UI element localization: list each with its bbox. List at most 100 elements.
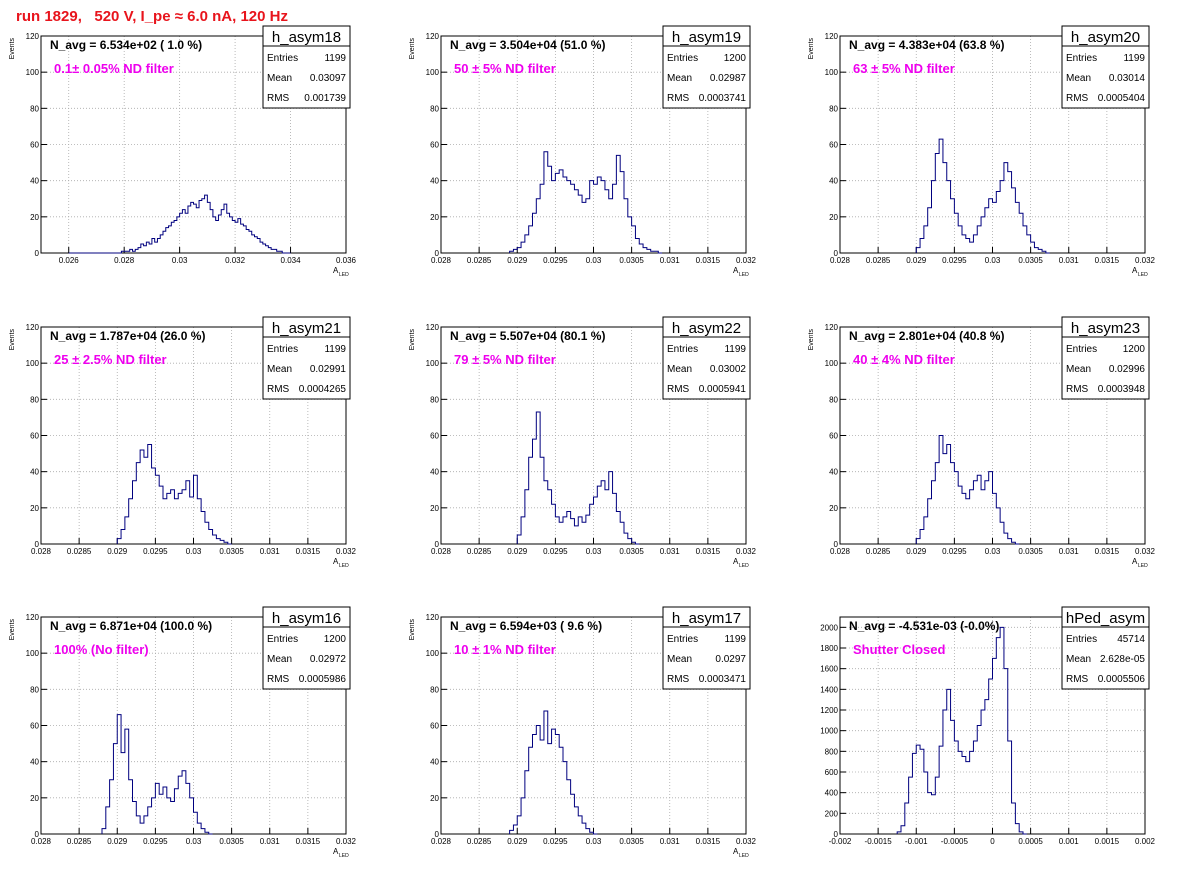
y-tick-label: 20 <box>30 504 39 513</box>
y-tick-label: 0 <box>834 540 839 549</box>
stats-value: 0.03014 <box>1109 73 1146 84</box>
stats-value: 1199 <box>724 344 746 355</box>
y-tick-label: 0 <box>35 249 40 258</box>
y-tick-label: 20 <box>829 213 838 222</box>
y-tick-label: 20 <box>30 794 39 803</box>
y-tick-label: 200 <box>825 809 839 818</box>
x-tick-label: -0.001 <box>905 837 928 846</box>
x-axis-label: A <box>733 847 739 856</box>
histogram-name: h_asym20 <box>1071 29 1140 46</box>
navg-text: N_avg = 6.534e+02 ( 1.0 %) <box>50 38 202 52</box>
navg-text: N_avg = 1.787e+04 (26.0 %) <box>50 329 205 343</box>
histogram-panel: 0.028 0.0285 0.029 0.0295 0.03 0.0305 0.031 0.0… <box>409 25 757 278</box>
histogram-name: h_asym18 <box>272 29 341 46</box>
y-tick-label: 0 <box>834 249 839 258</box>
stats-value: 0.02991 <box>310 364 347 375</box>
x-tick-label: 0.001 <box>1059 837 1080 846</box>
stats-key: Mean <box>1066 654 1091 665</box>
x-tick-label: 0.0315 <box>696 837 721 846</box>
x-tick-label: 0.0295 <box>942 256 967 265</box>
x-tick-label: 0.031 <box>660 547 681 556</box>
histogram-panel: 0.028 0.0285 0.029 0.0295 0.03 0.0305 0.031 0.0… <box>808 316 1156 569</box>
y-tick-label: 60 <box>30 432 39 441</box>
x-tick-label: 0.029 <box>107 837 128 846</box>
histogram-series <box>896 626 1027 835</box>
y-axis-label: Events <box>9 329 16 351</box>
x-tick-label: 0.03 <box>586 547 602 556</box>
y-tick-label: 40 <box>30 758 39 767</box>
y-tick-label: 20 <box>829 504 838 513</box>
stats-key: Mean <box>667 654 692 665</box>
x-tick-label: 0.0305 <box>1018 547 1043 556</box>
histogram-series <box>915 138 1050 254</box>
stats-key: RMS <box>1066 674 1089 685</box>
y-tick-label: 0 <box>435 830 440 839</box>
x-tick-label: 0 <box>990 837 995 846</box>
x-tick-label: 0.0295 <box>942 547 967 556</box>
stats-value: 2.628e-05 <box>1100 654 1145 665</box>
stats-value: 0.0003948 <box>1098 384 1146 395</box>
navg-text: N_avg = 2.801e+04 (40.8 %) <box>849 329 1004 343</box>
filter-label: 50 ± 5% ND filter <box>454 61 556 76</box>
histogram-panel: 0.028 0.0285 0.029 0.0295 0.03 0.0305 0.031 0.0… <box>409 316 757 569</box>
stats-value: 0.0005986 <box>299 674 347 685</box>
histogram-name: h_asym22 <box>672 320 741 337</box>
y-tick-label: 20 <box>430 213 439 222</box>
x-tick-label: 0.028 <box>431 837 452 846</box>
stats-key: Mean <box>1066 73 1091 84</box>
x-axis-label: A <box>333 266 339 275</box>
x-tick-label: 0.031 <box>1059 256 1080 265</box>
stats-value: 0.0005506 <box>1098 674 1146 685</box>
stats-value: 0.0297 <box>715 654 746 665</box>
y-tick-label: 80 <box>829 104 838 113</box>
x-tick-label: 0.0285 <box>467 837 492 846</box>
x-axis-label: A <box>1132 557 1138 566</box>
stats-box <box>662 25 751 109</box>
x-tick-label: -0.002 <box>829 837 852 846</box>
y-axis-label: Events <box>409 329 416 351</box>
x-tick-label: 0.026 <box>59 256 80 265</box>
x-tick-label: 0.03 <box>172 256 188 265</box>
y-axis-label: Events <box>409 619 416 641</box>
y-axis-label: Events <box>9 38 16 60</box>
y-tick-label: 20 <box>430 794 439 803</box>
histogram-series <box>509 710 598 835</box>
filter-label: 63 ± 5% ND filter <box>853 61 955 76</box>
x-tick-label: 0.0295 <box>143 547 168 556</box>
x-axis-label: A <box>333 847 339 856</box>
filter-label: 100% (No filter) <box>54 642 149 657</box>
x-tick-label: 0.0285 <box>866 256 891 265</box>
x-tick-label: 0.028 <box>31 547 52 556</box>
x-tick-label: 0.0285 <box>67 547 92 556</box>
x-tick-label: 0.028 <box>31 837 52 846</box>
stats-box <box>1061 606 1150 690</box>
y-tick-label: 1000 <box>820 727 838 736</box>
y-tick-label: 80 <box>30 104 39 113</box>
x-tick-label: 0.029 <box>906 547 927 556</box>
x-axis-label-sub: LED <box>1138 563 1148 569</box>
y-tick-label: 40 <box>430 177 439 186</box>
y-tick-label: 1600 <box>820 665 838 674</box>
x-tick-label: 0.032 <box>736 837 757 846</box>
x-tick-label: 0.032 <box>736 547 757 556</box>
y-tick-label: 60 <box>430 141 439 150</box>
y-tick-label: 20 <box>30 213 39 222</box>
histogram-series <box>516 411 640 545</box>
stats-box <box>262 25 351 109</box>
x-tick-label: 0.032 <box>736 256 757 265</box>
stats-key: Mean <box>667 364 692 375</box>
navg-text: N_avg = 6.871e+04 (100.0 %) <box>50 619 212 633</box>
x-tick-label: 0.0295 <box>543 547 568 556</box>
stats-key: RMS <box>267 674 290 685</box>
x-tick-label: 0.0295 <box>543 837 568 846</box>
histogram-name: h_asym17 <box>672 610 741 627</box>
y-tick-label: 40 <box>430 468 439 477</box>
y-tick-label: 40 <box>829 468 838 477</box>
x-tick-label: 0.03 <box>586 837 602 846</box>
filter-label: 79 ± 5% ND filter <box>454 352 556 367</box>
y-tick-label: 80 <box>430 685 439 694</box>
stats-box <box>1061 316 1150 400</box>
x-tick-label: 0.0295 <box>143 837 168 846</box>
filter-label: 40 ± 4% ND filter <box>853 352 955 367</box>
x-tick-label: 0.031 <box>660 256 681 265</box>
